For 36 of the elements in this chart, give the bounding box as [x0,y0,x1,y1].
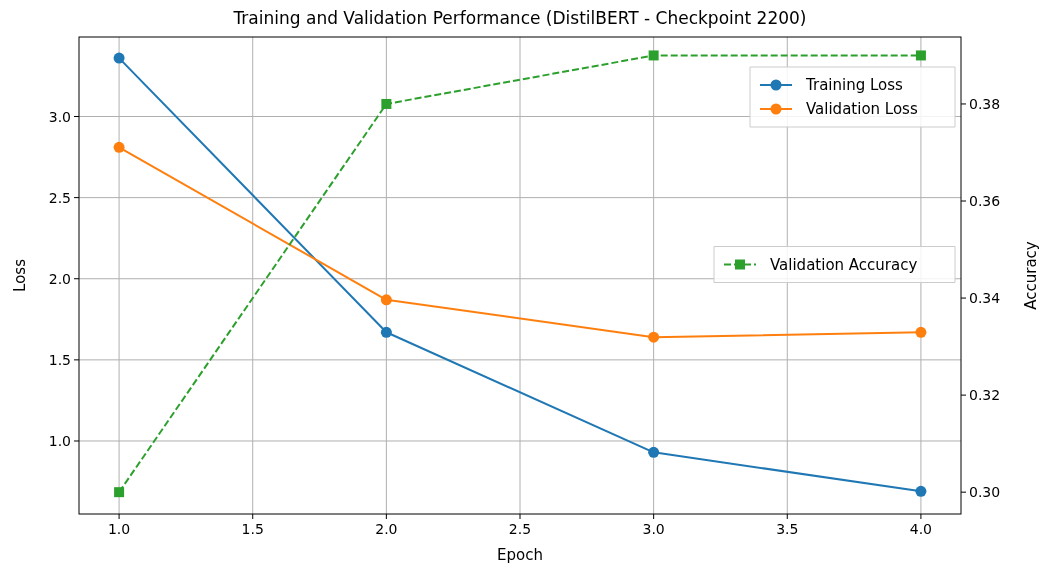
chart-title: Training and Validation Performance (DistilBERT - Checkpoint 2200) [232,8,807,28]
legend-label: Validation Loss [806,100,918,118]
y-tick-label: 2.0 [48,270,71,287]
x-tick-label: 4.0 [909,521,933,537]
y-tick-label: 1.5 [48,351,71,368]
y2-tick-label: 0.30 [969,484,1001,501]
point [915,326,927,338]
legend-label: Validation Accuracy [770,255,918,274]
point [648,50,659,61]
x-tick-label: 3.5 [776,521,799,537]
point [113,52,125,64]
y2-tick-label: 0.32 [969,387,1001,404]
point [648,331,660,343]
legend-label: Training Loss [805,76,904,94]
point [648,446,660,458]
x-tick-label: 2.5 [508,521,532,537]
y2-tick-label: 0.38 [969,95,1001,112]
y-tick-label: 2.5 [48,189,71,206]
point [380,326,392,338]
point [114,487,125,498]
point [113,141,125,153]
x-tick-label: 1.5 [241,521,264,537]
point [380,294,392,306]
y2-tick-label: 0.34 [969,290,1001,307]
y-tick-label: 3.0 [48,108,71,125]
point [915,50,926,61]
y-tick-label: 1.0 [48,432,71,449]
point [915,485,927,497]
y-axis-title: Loss [11,258,29,292]
x-tick-label: 1.0 [107,521,131,537]
y2-tick-label: 0.36 [969,193,1001,210]
x-axis-title: Epoch [497,546,543,564]
point [381,98,392,109]
y2-axis-title: Accuracy [1022,241,1040,310]
x-tick-label: 2.0 [375,521,398,537]
x-tick-label: 3.0 [642,521,665,537]
